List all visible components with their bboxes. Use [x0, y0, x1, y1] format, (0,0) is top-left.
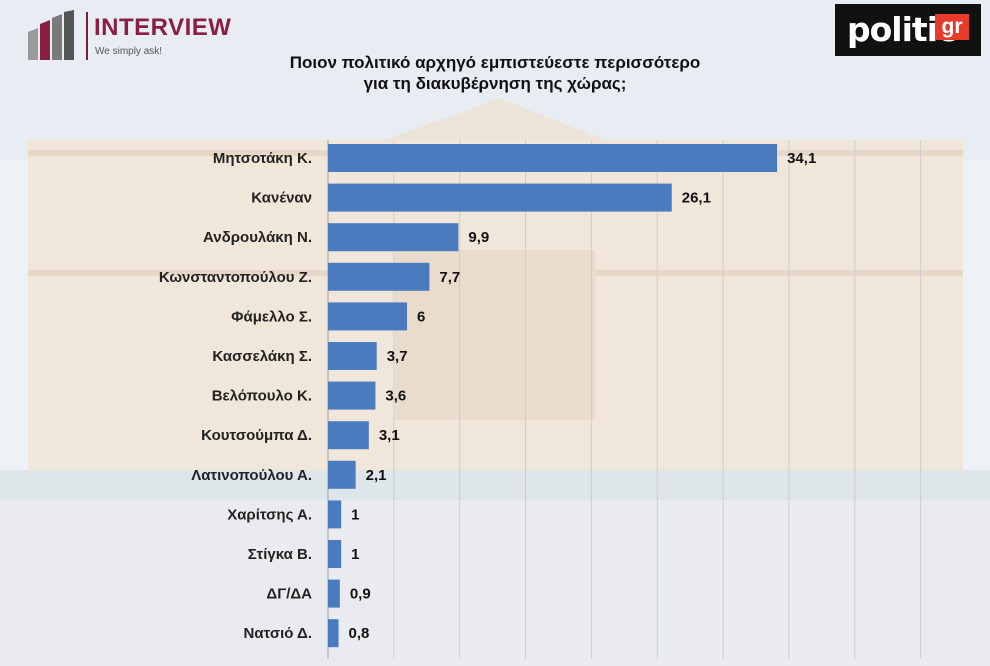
bar-1: [328, 144, 778, 172]
politic-logo-suffix: gr: [935, 14, 969, 40]
value-label: 9,9: [468, 229, 489, 246]
bar-8: [328, 421, 369, 450]
value-label: 3,6: [385, 388, 406, 405]
category-label: Νατσιό Δ.: [244, 625, 312, 642]
category-label: Κουτσούμπα Δ.: [201, 427, 312, 444]
value-label: 3,7: [387, 348, 408, 365]
bar-13: [328, 619, 339, 648]
value-label: 1: [351, 546, 359, 563]
category-label: Χαρίτσης Α.: [227, 506, 312, 523]
category-label: Στίγκα Β.: [248, 546, 312, 563]
logo-divider: [86, 12, 88, 60]
value-label: 6: [417, 308, 425, 325]
category-label: ΔΓ/ΔΑ: [266, 586, 312, 603]
chart-title: Ποιον πολιτικό αρχηγό εμπιστεύεστε περισ…: [190, 52, 800, 94]
category-label: Ανδρουλάκη Ν.: [203, 229, 312, 246]
value-label: 1: [351, 506, 359, 523]
brand-tagline: We simply ask!: [95, 46, 163, 57]
brand-name: INTERVIEW: [94, 14, 232, 41]
value-label: 26,1: [682, 190, 711, 207]
category-label: Βελόπουλο Κ.: [212, 388, 312, 405]
category-label: Κανέναν: [251, 190, 312, 207]
bar-7: [328, 381, 376, 410]
bar-5: [328, 302, 408, 331]
bar-4: [328, 262, 430, 291]
interview-logo: INTERVIEW We simply ask!: [26, 8, 256, 64]
chart-title-line-2: για τη διακυβέρνηση της χώρας;: [363, 74, 627, 93]
bar-6: [328, 342, 377, 370]
value-label: 7,7: [439, 269, 460, 286]
value-label: 3,1: [379, 427, 400, 444]
value-label: 0,9: [350, 586, 371, 603]
category-label: Λατινοπούλου Α.: [191, 467, 312, 484]
interview-building-icon: [28, 10, 74, 60]
chart-title-line-1: Ποιον πολιτικό αρχηγό εμπιστεύεστε περισ…: [289, 53, 701, 72]
value-label: 0,8: [349, 625, 370, 642]
category-label: Μητσοτάκη Κ.: [213, 150, 312, 167]
bar-3: [328, 223, 459, 252]
value-label: 2,1: [366, 467, 387, 484]
value-label: 34,1: [787, 150, 816, 167]
category-label: Κασσελάκη Σ.: [212, 348, 312, 365]
bar-10: [328, 500, 342, 529]
category-label: Φάμελλο Σ.: [231, 308, 312, 325]
politic-gr-logo: politic gr: [835, 4, 981, 56]
bar-11: [328, 540, 342, 568]
bar-12: [328, 579, 340, 608]
bar-2: [328, 183, 672, 212]
category-label: Κωνσταντοπούλου Ζ.: [159, 269, 312, 286]
bar-9: [328, 460, 356, 489]
